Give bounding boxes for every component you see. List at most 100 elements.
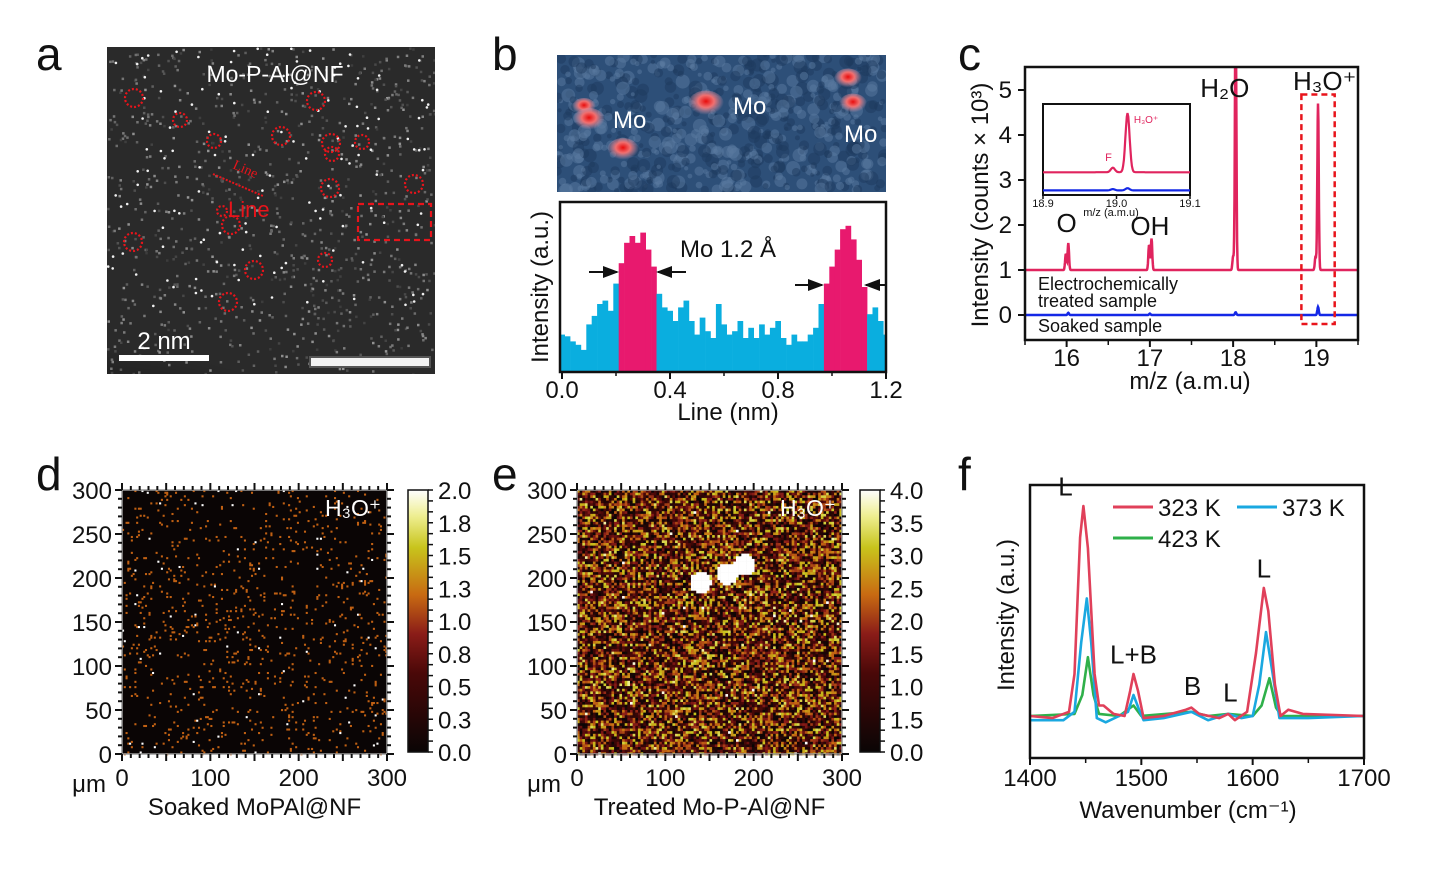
heatmap-cell	[587, 739, 591, 743]
heatmap-cell	[614, 574, 618, 578]
heatmap-cell	[616, 548, 620, 552]
stem-speckle	[287, 181, 290, 185]
stem-speckle	[324, 246, 328, 250]
heatmap-cell	[603, 596, 607, 599]
panel-label-b: b	[492, 28, 518, 80]
heatmap-cell	[316, 550, 319, 553]
heatmap-cell	[614, 702, 618, 705]
heatmap-cell	[624, 569, 628, 573]
heatmap-cell	[579, 741, 583, 745]
heatmap-cell	[587, 561, 591, 565]
heatmap-cell	[611, 521, 615, 525]
heatmap-cell	[608, 564, 612, 568]
x-tick-label: 100	[190, 765, 230, 792]
heatmap-cell	[603, 664, 607, 668]
heatmap-cell	[577, 609, 580, 613]
stem-speckle	[157, 64, 161, 67]
surface-texture	[614, 188, 620, 192]
heatmap-cell	[603, 696, 607, 700]
surface-texture	[826, 176, 832, 182]
heatmap-cell	[577, 603, 580, 607]
heatmap-cell	[592, 535, 596, 538]
heatmap-cell	[341, 613, 344, 616]
stem-speckle	[157, 229, 160, 232]
heatmap-cell	[592, 582, 596, 586]
heatmap-cell	[231, 656, 234, 659]
stem-speckle	[132, 180, 135, 183]
stem-speckle	[275, 101, 279, 104]
heatmap-cell	[616, 744, 620, 748]
heatmap-cell	[616, 503, 620, 507]
heatmap-cell	[582, 654, 586, 658]
heatmap-cell	[284, 627, 287, 630]
heatmap-cell	[606, 548, 610, 552]
heatmap-cell	[326, 551, 329, 554]
heatmap-cell	[595, 500, 599, 504]
surface-texture	[814, 95, 826, 107]
stem-speckle	[433, 59, 435, 62]
heatmap-cell	[608, 511, 612, 515]
atom-dot	[356, 124, 359, 128]
heatmap-cell	[125, 675, 128, 678]
stem-speckle	[424, 336, 427, 340]
heatmap-cell	[592, 593, 596, 597]
surface-texture	[854, 118, 862, 126]
stem-speckle	[301, 143, 305, 146]
heatmap-cell	[590, 588, 594, 591]
heatmap-cell	[160, 498, 163, 501]
heatmap-cell	[261, 657, 264, 660]
heatmap-cell	[312, 716, 315, 719]
heatmap-cell	[355, 555, 358, 558]
heatmap-cell	[592, 678, 596, 682]
heatmap-cell	[592, 503, 596, 507]
heatmap-cell	[608, 731, 612, 735]
heatmap-cell	[298, 500, 301, 503]
stem-speckle	[359, 268, 363, 271]
atom-dot	[145, 148, 149, 151]
heatmap-cell	[622, 635, 625, 639]
stem-speckle	[348, 215, 351, 218]
heatmap-cell	[150, 668, 153, 671]
heatmap-cell	[577, 511, 580, 515]
heatmap-cell	[614, 704, 618, 708]
heatmap-cell	[598, 749, 602, 753]
stem-speckle	[370, 84, 374, 87]
heatmap-cell	[608, 495, 612, 499]
stem-speckle	[406, 326, 409, 329]
heatmap-cell	[577, 540, 580, 544]
heatmap-cell	[611, 508, 615, 512]
profile-bar	[661, 307, 668, 372]
heatmap-cell	[252, 548, 255, 551]
stem-speckle	[143, 106, 146, 109]
heatmap-cell	[587, 611, 591, 615]
mo-atom-circle	[215, 204, 229, 218]
stem-speckle	[342, 136, 345, 139]
mo-atom-circle	[319, 177, 341, 199]
surface-texture	[599, 170, 606, 177]
heatmap-cell	[624, 556, 628, 560]
heatmap-cell	[587, 649, 591, 652]
heatmap-cell	[217, 735, 220, 738]
heatmap-cell	[579, 588, 583, 591]
stem-speckle	[189, 238, 192, 242]
heatmap-cell	[192, 740, 195, 743]
heatmap-cell	[291, 490, 294, 493]
heatmap-cell	[141, 746, 144, 749]
y-tick-label: 0	[99, 742, 112, 769]
stem-speckle	[329, 212, 332, 215]
stem-speckle	[142, 111, 146, 115]
stem-speckle	[404, 64, 407, 67]
heatmap-cell	[590, 596, 594, 599]
stem-speckle	[265, 63, 268, 66]
stem-speckle	[341, 292, 345, 295]
heatmap-cell	[595, 638, 599, 642]
surface-texture	[859, 64, 872, 77]
stem-speckle	[161, 115, 165, 119]
stem-speckle	[371, 87, 375, 90]
heatmap-cell	[590, 672, 594, 676]
heatmap-cell	[624, 675, 628, 679]
heatmap-cell	[622, 680, 625, 684]
stem-speckle	[341, 209, 344, 213]
atom-dot	[412, 300, 416, 303]
stem-speckle	[354, 134, 357, 137]
